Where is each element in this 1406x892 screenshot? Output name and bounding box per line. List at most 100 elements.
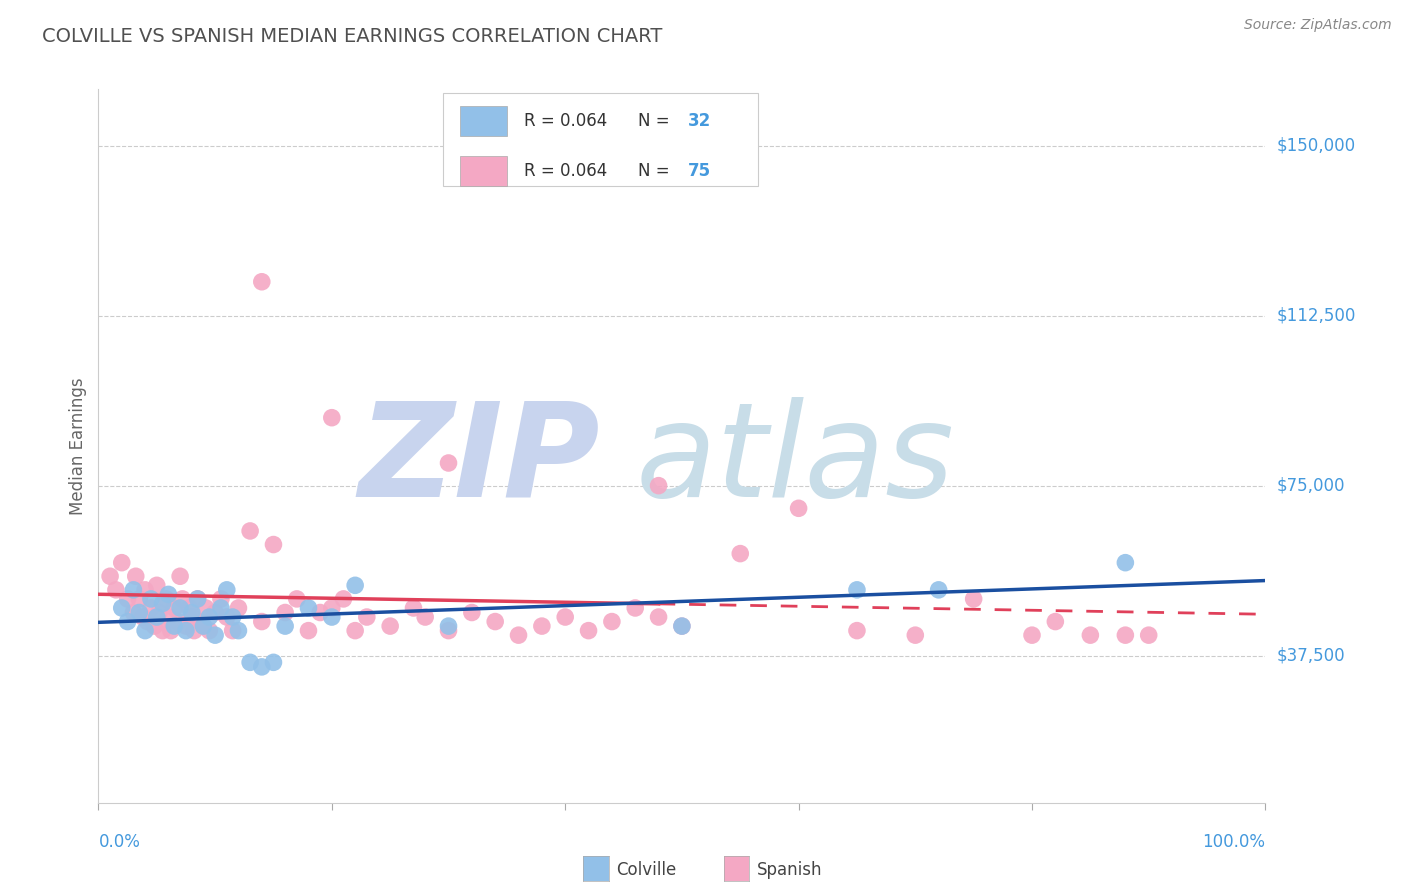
Point xyxy=(239,656,262,670)
Point xyxy=(250,275,273,289)
Point xyxy=(148,606,170,620)
Point xyxy=(274,606,297,620)
Point xyxy=(228,601,250,615)
Point xyxy=(117,615,139,629)
Point xyxy=(125,569,148,583)
Point xyxy=(962,591,984,606)
Point xyxy=(204,628,226,642)
Point xyxy=(128,591,150,606)
Text: 0.0%: 0.0% xyxy=(98,833,141,851)
Point xyxy=(122,582,145,597)
Point xyxy=(174,619,197,633)
Point xyxy=(1045,615,1067,629)
Text: $37,500: $37,500 xyxy=(1277,647,1346,665)
Point xyxy=(321,610,343,624)
Point xyxy=(262,656,284,670)
Point xyxy=(166,615,188,629)
Point xyxy=(169,601,191,615)
Point xyxy=(157,610,180,624)
Text: Colville: Colville xyxy=(616,861,676,879)
Point xyxy=(928,582,950,597)
Point xyxy=(1137,628,1160,642)
Text: R = 0.064: R = 0.064 xyxy=(524,112,607,130)
Point xyxy=(262,537,284,551)
Point xyxy=(104,582,127,597)
Point xyxy=(152,597,174,611)
Point xyxy=(187,591,209,606)
Point xyxy=(155,591,177,606)
Point xyxy=(163,619,186,633)
Point xyxy=(297,624,319,638)
Point xyxy=(250,615,273,629)
Point xyxy=(198,624,221,638)
Point xyxy=(187,591,209,606)
Point xyxy=(139,601,162,615)
Point xyxy=(344,624,367,638)
Point xyxy=(228,624,250,638)
Point xyxy=(128,606,150,620)
Point xyxy=(671,619,693,633)
Text: 32: 32 xyxy=(688,112,711,130)
Point xyxy=(117,591,139,606)
Y-axis label: Median Earnings: Median Earnings xyxy=(69,377,87,515)
Text: COLVILLE VS SPANISH MEDIAN EARNINGS CORRELATION CHART: COLVILLE VS SPANISH MEDIAN EARNINGS CORR… xyxy=(42,27,662,45)
Bar xyxy=(460,106,506,136)
Point xyxy=(274,619,297,633)
Text: N =: N = xyxy=(637,162,675,180)
Point xyxy=(190,615,212,629)
Point xyxy=(132,610,155,624)
Point xyxy=(209,601,232,615)
Point xyxy=(297,601,319,615)
Point xyxy=(221,624,243,638)
Point xyxy=(134,582,156,597)
Point xyxy=(194,601,217,615)
Point xyxy=(221,610,243,624)
Point xyxy=(215,582,238,597)
Point xyxy=(1114,628,1136,642)
Point xyxy=(111,556,134,570)
Point xyxy=(554,610,576,624)
Point xyxy=(378,619,402,633)
Point xyxy=(180,610,202,624)
Point xyxy=(179,601,201,615)
Point xyxy=(163,601,186,615)
Point xyxy=(209,591,232,606)
Point xyxy=(413,610,436,624)
Point xyxy=(787,501,810,516)
Point xyxy=(204,606,226,620)
Point xyxy=(157,587,180,601)
Point xyxy=(437,624,460,638)
Point xyxy=(484,615,506,629)
Text: Source: ZipAtlas.com: Source: ZipAtlas.com xyxy=(1244,18,1392,32)
Point xyxy=(671,619,693,633)
Point xyxy=(1080,628,1102,642)
Point xyxy=(845,582,868,597)
Point xyxy=(647,610,669,624)
Text: 100.0%: 100.0% xyxy=(1202,833,1265,851)
Point xyxy=(904,628,927,642)
Point xyxy=(122,606,145,620)
Point xyxy=(250,660,273,674)
Point xyxy=(146,578,169,592)
Point xyxy=(139,591,162,606)
Point xyxy=(172,591,194,606)
Point xyxy=(647,478,669,492)
Text: $75,000: $75,000 xyxy=(1277,476,1346,495)
Point xyxy=(508,628,530,642)
Text: ZIP: ZIP xyxy=(359,397,600,524)
Point xyxy=(600,615,623,629)
Point xyxy=(578,624,600,638)
Point xyxy=(198,610,221,624)
Point xyxy=(402,601,425,615)
Point xyxy=(332,591,354,606)
Point xyxy=(356,610,378,624)
Point xyxy=(146,610,169,624)
Text: atlas: atlas xyxy=(636,397,955,524)
Point xyxy=(193,619,215,633)
Point xyxy=(215,610,238,624)
Point xyxy=(143,619,166,633)
Point xyxy=(530,619,553,633)
Text: $150,000: $150,000 xyxy=(1277,136,1355,155)
Point xyxy=(1021,628,1043,642)
Text: N =: N = xyxy=(637,112,675,130)
